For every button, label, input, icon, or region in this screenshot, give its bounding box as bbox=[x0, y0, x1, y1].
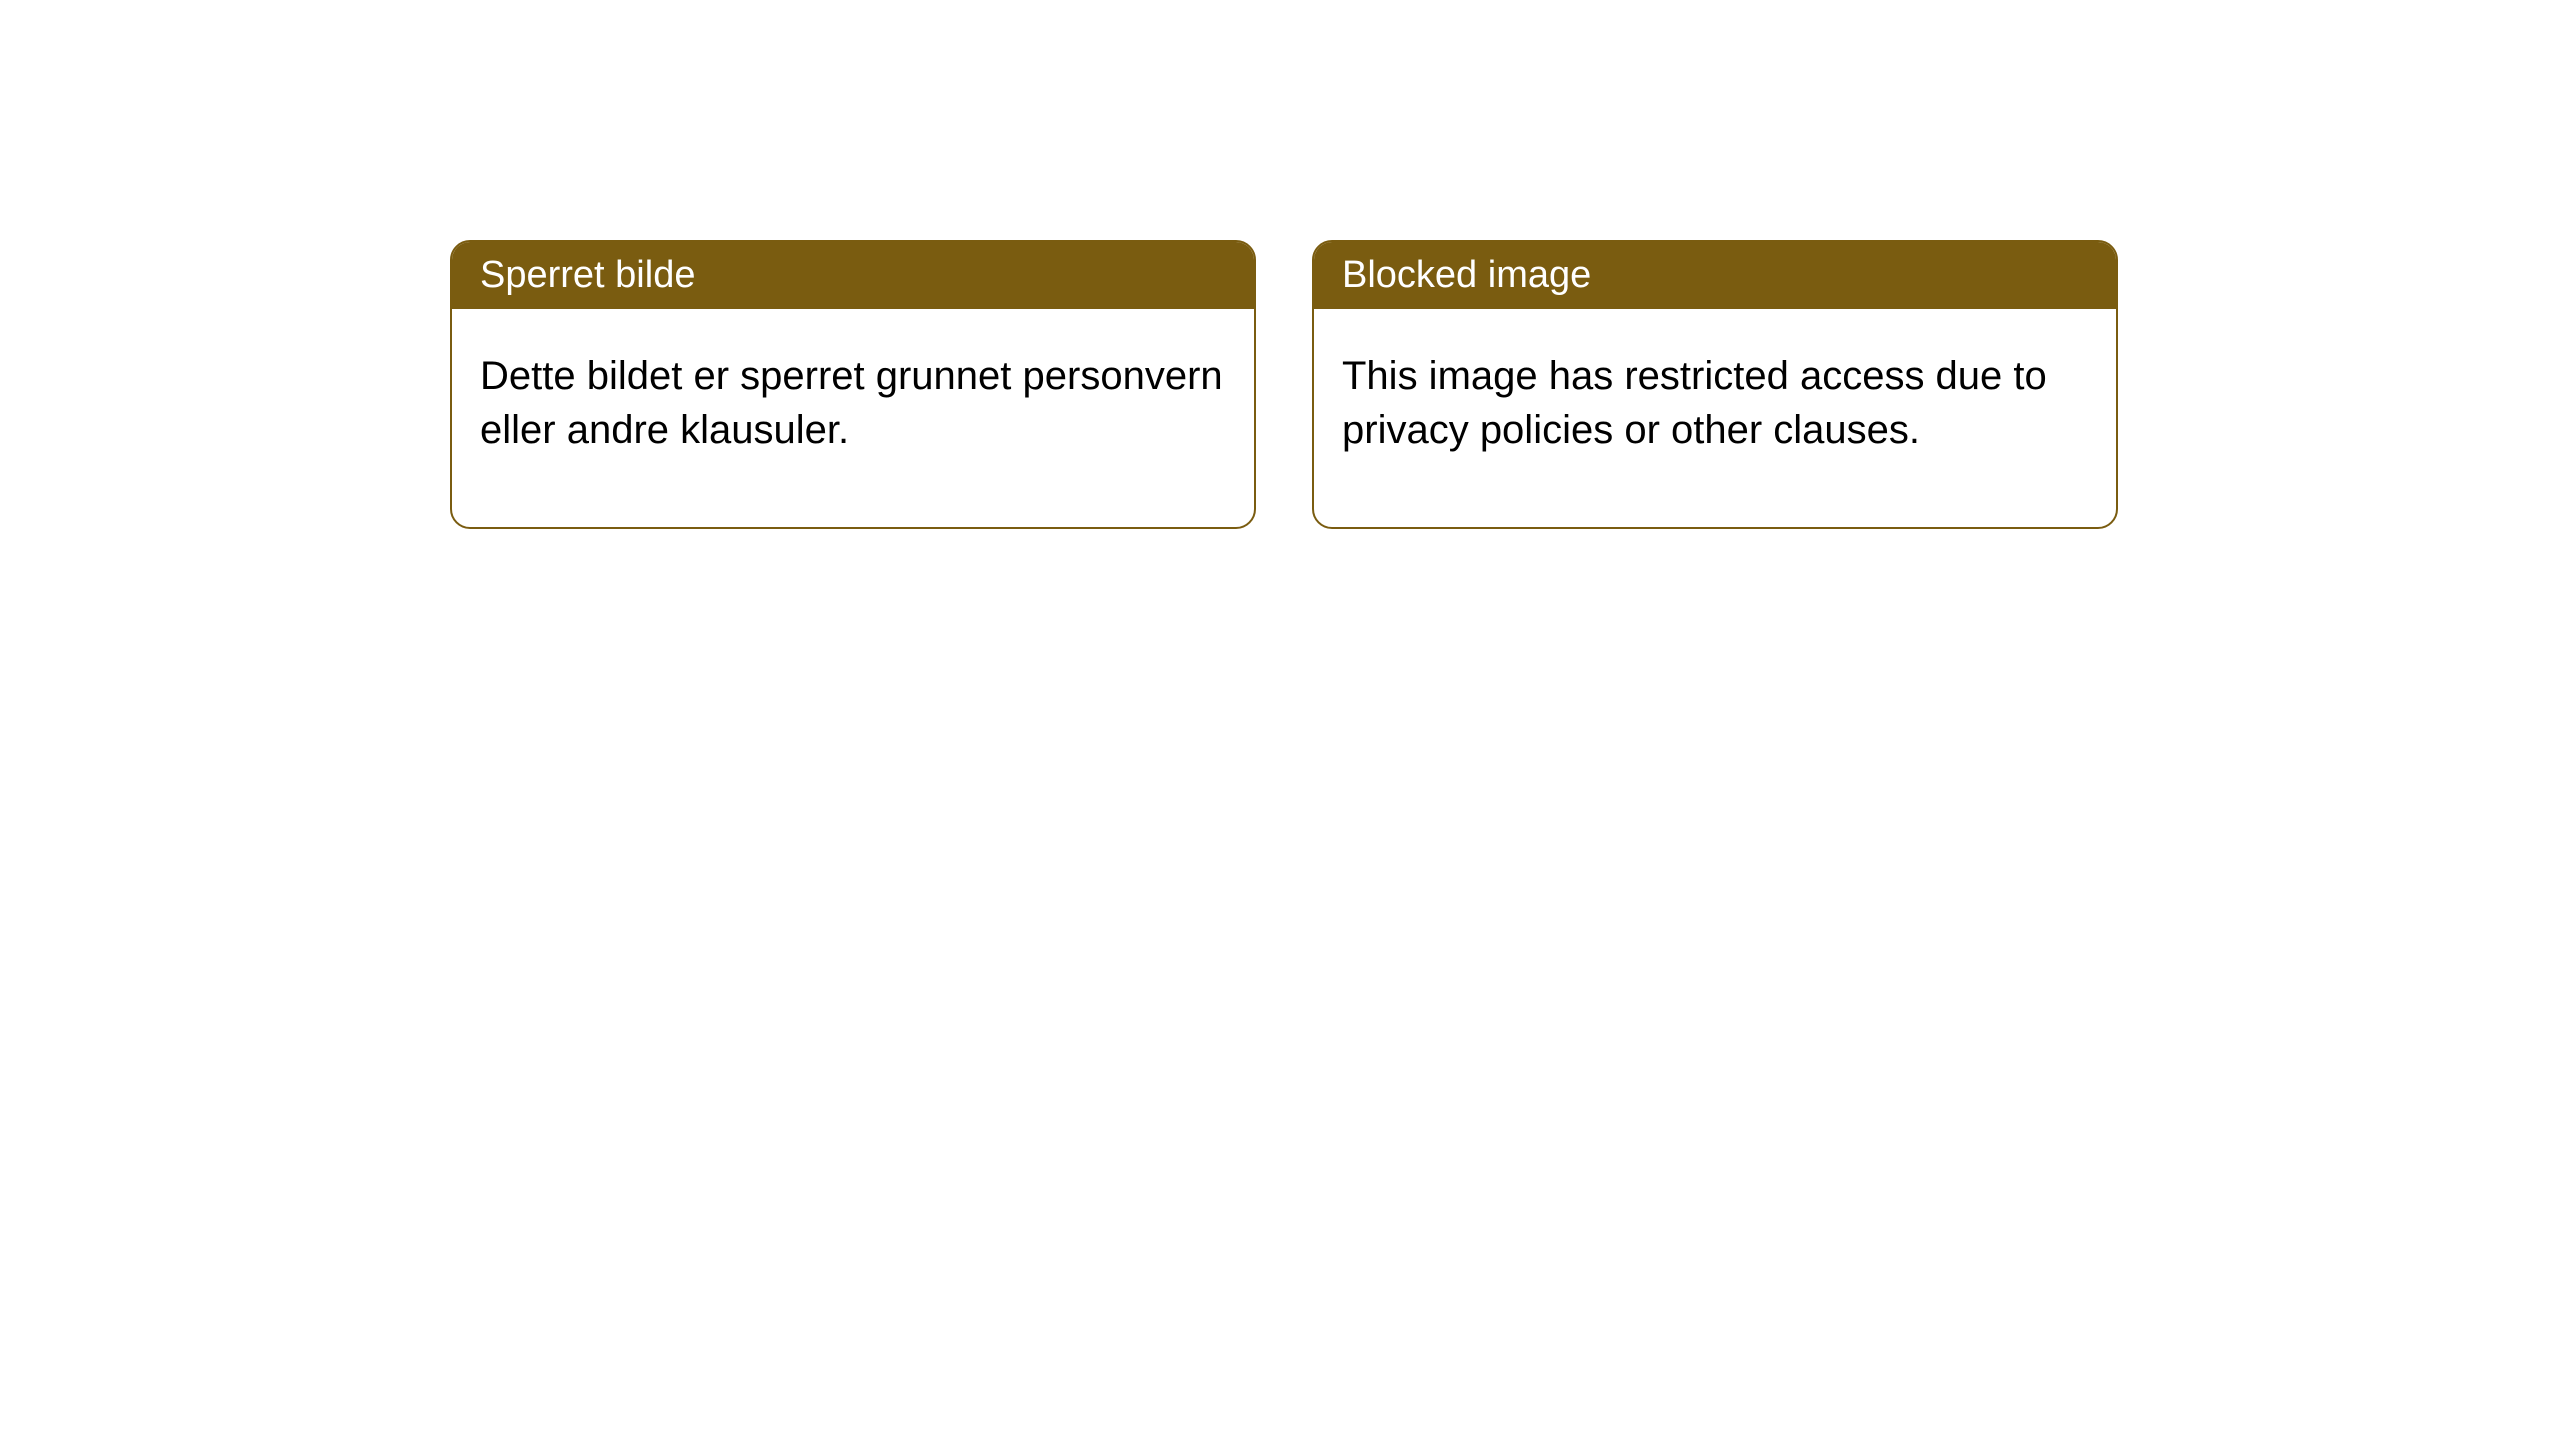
notice-box-norwegian: Sperret bilde Dette bildet er sperret gr… bbox=[450, 240, 1256, 529]
notice-header: Blocked image bbox=[1314, 242, 2116, 309]
notice-body: Dette bildet er sperret grunnet personve… bbox=[452, 309, 1254, 527]
notice-header: Sperret bilde bbox=[452, 242, 1254, 309]
notice-body: This image has restricted access due to … bbox=[1314, 309, 2116, 527]
notice-container: Sperret bilde Dette bildet er sperret gr… bbox=[450, 240, 2118, 529]
notice-box-english: Blocked image This image has restricted … bbox=[1312, 240, 2118, 529]
